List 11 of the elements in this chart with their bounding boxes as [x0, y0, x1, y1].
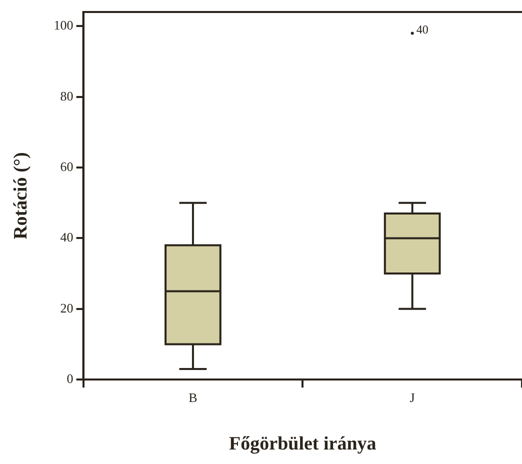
y-tick-label: 100: [54, 18, 74, 33]
x-tick-label: J: [410, 390, 415, 405]
x-axis-title: Főgörbület iránya: [229, 434, 377, 455]
y-tick-label: 60: [60, 158, 74, 174]
y-tick-label: 80: [60, 88, 74, 104]
y-axis-title: Rotáció (°): [10, 152, 32, 240]
annotation: 40: [416, 22, 428, 36]
y-tick-label: 0: [66, 371, 74, 386]
y-tick-label: 40: [60, 230, 74, 245]
y-tick-label: 20: [60, 300, 74, 316]
x-tick-label: B: [188, 390, 198, 405]
